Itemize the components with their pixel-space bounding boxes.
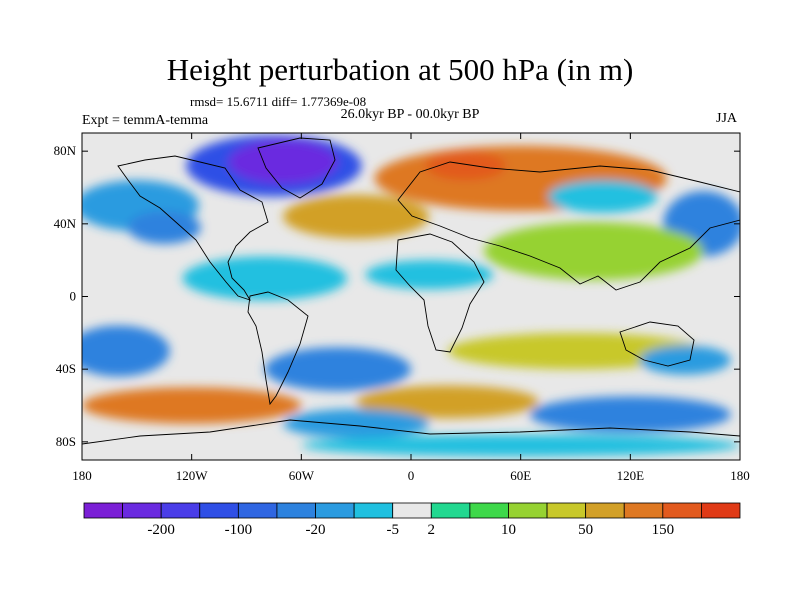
contour-region-19 (529, 396, 731, 433)
contour-region-16 (639, 345, 731, 375)
y-tick-label: 80N (54, 143, 77, 158)
colorbar-box (276, 502, 316, 519)
colorbar-label: -5 (386, 522, 399, 538)
colorbar-label: 2 (428, 522, 436, 538)
colorbar-label: -100 (225, 522, 253, 538)
contour-region-8 (548, 180, 658, 213)
colorbar-box (585, 502, 625, 519)
colorbar-label: -200 (147, 522, 175, 538)
colorbar-box (623, 502, 664, 519)
contour-region-7 (283, 194, 430, 239)
y-tick-label: 40N (54, 216, 77, 231)
contour-region-18 (356, 385, 539, 419)
contour-region-20 (283, 409, 430, 439)
contour-region-13 (447, 332, 704, 370)
colorbar-box (508, 502, 548, 519)
contour-region-6 (425, 151, 507, 181)
colorbar-box (662, 502, 702, 519)
y-tick-label: 0 (70, 289, 77, 304)
colorbar: -200 -100 -20 -5 2 10 50 150 (83, 502, 741, 538)
season-label: JJA (716, 111, 738, 126)
contour-region-4 (127, 211, 201, 244)
coast-africa (395, 233, 485, 353)
colorbar-box (546, 502, 587, 519)
experiment-label: Expt = temmA-temma (82, 113, 209, 128)
x-tick-label: 0 (408, 468, 415, 483)
x-tick-label: 180 (72, 468, 92, 483)
contour-region-17 (82, 387, 302, 424)
contour-region-21 (301, 434, 740, 457)
contour-region-2 (228, 140, 338, 184)
colorbar-label: 10 (501, 522, 516, 538)
rmsd-diff-stats: rmsd= 15.6711 diff= 1.77369e-08 (190, 94, 367, 109)
colorbar-box (237, 502, 278, 519)
x-tick-label: 120E (617, 468, 645, 483)
map-axes: 80N 40N 0 40S 80S 180 120W 60W 0 60E 120E 180 (54, 133, 750, 483)
contour-field (82, 133, 740, 460)
coast-greenland (257, 137, 336, 199)
colorbar-box (701, 502, 741, 519)
coastline-outlines (82, 137, 740, 445)
contour-region-10 (484, 222, 704, 281)
coast-south-america (247, 291, 309, 406)
contour-region-11 (182, 256, 348, 301)
coast-north-america (117, 155, 269, 301)
colorbar-box (430, 502, 471, 519)
colorbar-box (83, 502, 123, 519)
x-tick-label: 60W (289, 468, 315, 483)
coast-eurasia (397, 161, 740, 291)
x-tick-label: 60E (510, 468, 531, 483)
colorbar-label: 150 (652, 522, 675, 538)
coast-australia (619, 321, 695, 367)
colorbar-box (469, 502, 509, 519)
colorbar-box (160, 502, 201, 519)
contour-region-14 (82, 325, 170, 377)
colorbar-box (122, 502, 162, 519)
contour-region-15 (264, 347, 411, 391)
y-tick-label: 40S (56, 361, 76, 376)
colorbar-label: -20 (306, 522, 326, 538)
colorbar-box (199, 502, 239, 519)
x-tick-label: 120W (176, 468, 209, 483)
colorbar-label: 50 (578, 522, 593, 538)
y-tick-label: 80S (56, 434, 76, 449)
colorbar-box (353, 502, 394, 519)
chart-title: Height perturbation at 500 hPa (in m) (166, 52, 634, 87)
x-tick-label: 180 (730, 468, 750, 483)
contour-region-12 (365, 260, 494, 290)
period-label: 26.0kyr BP - 00.0kyr BP (340, 107, 480, 122)
colorbar-box (315, 502, 355, 519)
colorbar-box (392, 502, 432, 519)
coast-antarctica (82, 419, 740, 445)
